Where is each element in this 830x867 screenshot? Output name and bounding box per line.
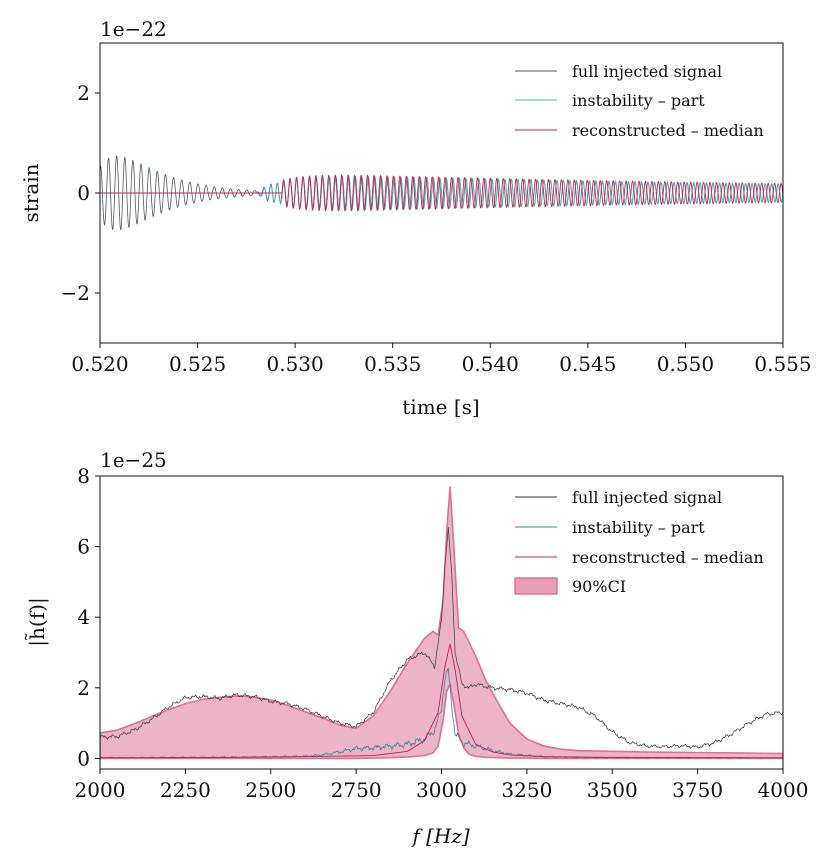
bottom-legend-label-instability-part: instability – part <box>572 518 705 537</box>
bottom-y-ticks: 0 2 4 6 8 <box>77 464 100 770</box>
bottom-y-tick-label: 2 <box>77 676 90 700</box>
bottom-legend-label-full-injected-signal: full injected signal <box>572 488 722 507</box>
bottom-series-instability-part <box>100 667 783 759</box>
bottom-legend-label-reconstructed-median: reconstructed – median <box>572 548 764 567</box>
bottom-y-tick-label: 0 <box>77 746 90 770</box>
top-y-tick-label: 0 <box>77 181 90 205</box>
top-y-tick-label: −2 <box>61 281 90 305</box>
top-y-tick-label: 2 <box>77 81 90 105</box>
top-x-tick-label: 0.520 <box>71 352 128 376</box>
bottom-x-tick-label: 2500 <box>245 778 296 802</box>
top-x-ticks: 0.520 0.525 0.530 0.535 0.540 0.545 0.550 0.555 <box>71 343 812 376</box>
top-panel: 0.520 0.525 0.530 0.535 0.540 0.545 0.550 0.555… <box>19 17 812 419</box>
bottom-y-tick-label: 6 <box>77 535 90 559</box>
top-series-reconstructed-median <box>281 174 783 212</box>
bottom-x-tick-label: 3000 <box>416 778 467 802</box>
top-y-axis-label: strain <box>19 163 43 222</box>
bottom-x-tick-label: 2750 <box>331 778 382 802</box>
bottom-x-tick-label: 4000 <box>758 778 809 802</box>
bottom-x-tick-label: 3750 <box>672 778 723 802</box>
top-x-tick-label: 0.540 <box>462 352 519 376</box>
bottom-legend: full injected signal instability – part … <box>514 488 764 596</box>
bottom-y-axis-label: |h̃(f)| <box>25 597 50 646</box>
top-x-tick-label: 0.545 <box>559 352 616 376</box>
top-x-tick-label: 0.525 <box>169 352 226 376</box>
top-legend: full injected signal instability – part … <box>515 62 764 140</box>
top-x-tick-label: 0.555 <box>754 352 811 376</box>
top-offset-text: 1e−22 <box>100 17 167 41</box>
bottom-y-tick-label: 4 <box>77 605 90 629</box>
top-legend-label-instability-part: instability – part <box>572 91 705 110</box>
top-x-axis-label: time [s] <box>402 395 479 419</box>
bottom-legend-label-ci: 90%CI <box>572 577 626 596</box>
top-legend-label-full-injected-signal: full injected signal <box>572 62 722 81</box>
bottom-panel: 2000 2250 2500 2750 3000 3250 3500 3750 4000 0 2 4… <box>25 448 809 848</box>
bottom-x-tick-label: 3250 <box>501 778 552 802</box>
top-y-ticks: −2 0 2 <box>61 81 100 305</box>
bottom-offset-text: 1e−25 <box>100 448 167 472</box>
bottom-x-tick-label: 2000 <box>75 778 126 802</box>
bottom-x-ticks: 2000 2250 2500 2750 3000 3250 3500 3750 4000 <box>75 769 809 802</box>
top-x-tick-label: 0.535 <box>364 352 421 376</box>
bottom-y-tick-label: 8 <box>77 464 90 488</box>
bottom-legend-swatch-ci <box>514 577 558 595</box>
top-x-tick-label: 0.530 <box>267 352 324 376</box>
top-x-tick-label: 0.550 <box>657 352 714 376</box>
bottom-x-tick-label: 3500 <box>587 778 638 802</box>
bottom-series-reconstructed-median <box>100 643 783 759</box>
bottom-series-full-injected-signal <box>100 527 783 749</box>
bottom-x-axis-label: f [Hz] <box>410 824 470 848</box>
bottom-x-tick-label: 2250 <box>160 778 211 802</box>
top-legend-label-reconstructed-median: reconstructed – median <box>572 121 764 140</box>
